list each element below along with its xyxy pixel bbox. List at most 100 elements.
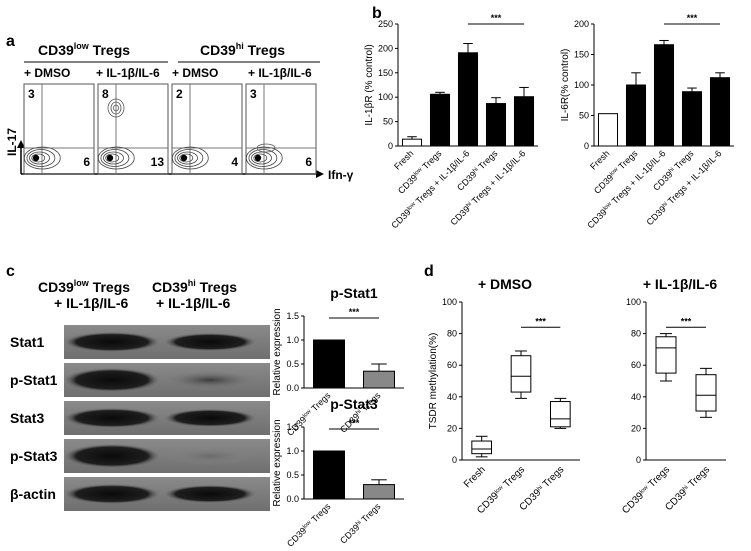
condition-label: + IL-1β/IL-6 <box>248 66 312 80</box>
contour-line <box>179 153 194 163</box>
y-tick-label: 100 <box>626 297 641 307</box>
significance-marker: *** <box>535 316 546 326</box>
population-dot <box>254 154 262 162</box>
y-axis-label: IL-6R(% control) <box>560 49 571 122</box>
contour-line <box>29 151 50 165</box>
blot-band <box>64 332 160 352</box>
x-axis-label-ifng: Ifn-γ <box>328 168 354 182</box>
blot-col-header-cd39low-line2: + IL-1β/IL-6 <box>54 295 128 311</box>
blot-row-label: β-actin <box>10 486 56 502</box>
box-header-il1b-il6: + IL-1β/IL-6 <box>643 276 717 292</box>
contour-line <box>113 104 119 112</box>
quadrant-value-upper-left: 3 <box>28 87 35 101</box>
y-tick-label: 0.0 <box>286 383 299 393</box>
group-title-cd39low: CD39low Tregs <box>38 41 130 58</box>
y-tick-label: 0 <box>636 455 641 465</box>
box <box>510 355 532 393</box>
blot-band <box>64 444 160 468</box>
y-tick-label: 20 <box>631 423 641 433</box>
y-tick-label: 1.5 <box>286 311 299 321</box>
bar <box>653 44 675 147</box>
plot-frame <box>23 83 95 175</box>
bar <box>313 450 345 500</box>
blot-band <box>164 371 256 389</box>
population-dot <box>180 154 188 162</box>
bar <box>513 96 535 147</box>
contour-line <box>110 101 122 115</box>
contour-line <box>174 149 204 167</box>
contour-line <box>251 151 272 165</box>
contour-line <box>31 153 46 163</box>
panel-label-a: a <box>6 33 15 50</box>
flow-plot: 36 <box>245 83 317 175</box>
bar <box>429 93 451 147</box>
contour-line <box>107 98 125 118</box>
quadrant-value-upper-left: 3 <box>250 87 257 101</box>
box <box>550 401 571 428</box>
blot-band <box>164 333 256 351</box>
plot-frame <box>97 83 169 175</box>
y-tick-label: 200 <box>378 43 393 53</box>
blot-band <box>164 485 256 503</box>
y-tick-label: 100 <box>378 92 393 102</box>
box-header-dmso: + DMSO <box>478 276 532 292</box>
box <box>471 440 493 455</box>
bar <box>709 77 731 147</box>
bar <box>485 103 507 147</box>
bar <box>363 370 395 389</box>
box <box>695 374 717 412</box>
quadrant-value-lower-right: 13 <box>151 155 165 169</box>
category-label: CD39hi Tregs <box>338 501 383 546</box>
y-axis-label: Relative expression <box>272 308 283 395</box>
blot-band <box>64 484 160 504</box>
group-title-cd39hi: CD39hi Tregs <box>200 41 285 58</box>
plot-frame <box>171 83 243 175</box>
blot-row: p-Stat3 <box>10 439 270 473</box>
panel-label-d: d <box>424 263 434 280</box>
y-tick-label: 1.0 <box>286 335 299 345</box>
blot-band <box>64 368 160 392</box>
y-tick-label: 40 <box>631 392 641 402</box>
flow-plot: 36 <box>23 83 95 175</box>
blot-row: β-actin <box>10 477 270 511</box>
y-tick-label: 150 <box>574 50 589 60</box>
y-tick-label: 40 <box>447 392 457 402</box>
arrow-head <box>17 140 25 148</box>
blot-col-header-cd39hi: CD39hi Tregs <box>152 278 237 295</box>
panel-label-c: c <box>6 263 15 280</box>
bar <box>363 484 395 500</box>
contour-line <box>103 151 124 165</box>
category-label: CD39low Tregs <box>620 464 672 516</box>
y-tick-label: 60 <box>447 360 457 370</box>
significance-marker: *** <box>491 13 502 23</box>
panel-d-box-plots: + DMSO + IL-1β/IL-6 0 20 40 60 80 100 TSDR met… <box>428 276 726 516</box>
contour-line <box>23 146 61 170</box>
bar <box>625 84 647 147</box>
box <box>655 336 677 374</box>
bar <box>401 138 423 147</box>
y-axis-label: Relative expression <box>272 419 283 506</box>
y-tick-label: 250 <box>378 19 393 29</box>
quadrant-value-lower-right: 4 <box>231 155 238 169</box>
chart-title: p-Stat3 <box>330 396 378 412</box>
flow-plot: 24 <box>171 83 243 175</box>
y-tick-label: 0.5 <box>286 359 299 369</box>
panel-a-flow-cytometry: CD39low Tregs CD39hi Tregs + DMSO + IL-1… <box>5 41 354 182</box>
quadrant-value-lower-right: 6 <box>305 155 312 169</box>
bar <box>457 52 479 147</box>
contour-line <box>26 149 56 167</box>
contour-line <box>97 146 135 170</box>
quadrant-value-upper-left: 2 <box>176 87 183 101</box>
condition-label: + IL-1β/IL-6 <box>96 66 160 80</box>
category-label: Fresh <box>462 464 488 490</box>
blot-row: Stat1 <box>10 325 270 359</box>
contour-line <box>253 153 268 163</box>
